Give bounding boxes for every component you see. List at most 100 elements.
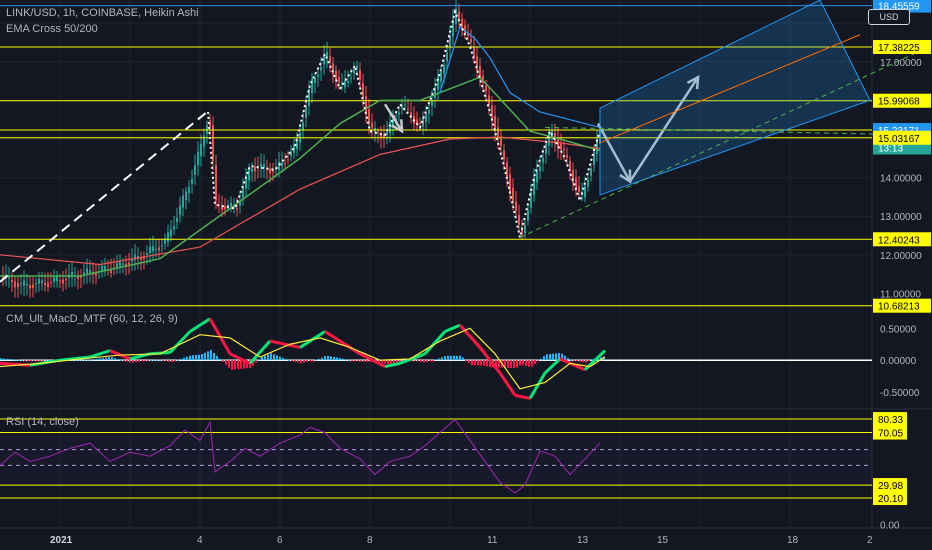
candle-body [377, 132, 379, 134]
macd-legend: CM_Ult_MacD_MTF (60, 12, 26, 9) [6, 313, 178, 325]
candle-body [380, 133, 382, 139]
regression-channel [599, 0, 871, 196]
candle-body [302, 122, 304, 131]
price-label: 15.03167 [878, 134, 920, 145]
macd-bar [141, 360, 143, 362]
candle-body [131, 258, 133, 262]
candle-body [461, 18, 463, 31]
macd-bar [573, 360, 575, 362]
macd-bar [162, 360, 164, 362]
candle-body [149, 246, 151, 254]
macd-bar [108, 357, 110, 361]
macd-bar [117, 359, 119, 361]
macd-bar [288, 360, 290, 362]
candle-body [524, 225, 526, 234]
candle-body [392, 118, 394, 127]
macd-bar [129, 360, 131, 363]
rsi-tick: 0.00 [880, 520, 900, 531]
macd-line [269, 339, 301, 349]
candle-body [545, 144, 547, 154]
macd-bar [159, 359, 161, 361]
macd-bar [555, 353, 557, 361]
macd-bar [189, 355, 191, 361]
macd-bar [177, 359, 179, 361]
macd-bar [582, 360, 584, 363]
macd-bar [366, 360, 368, 362]
candle-body [263, 164, 265, 168]
macd-bar [567, 357, 569, 361]
macd-bar [357, 360, 359, 362]
candle-body [203, 135, 205, 147]
macd-bar [204, 352, 206, 361]
candle-body [176, 217, 178, 222]
candle-body [197, 151, 199, 166]
price-label: 13:13 [878, 143, 903, 154]
macd-bar [390, 360, 392, 364]
candle-body [59, 280, 61, 282]
macd-line [458, 324, 482, 349]
candle-body [224, 205, 226, 210]
projection-arrow [596, 122, 632, 183]
macd-bar [102, 358, 104, 361]
candle-body [572, 169, 574, 183]
rsi-legend: RSI (14, close) [6, 416, 79, 428]
candle-body [470, 39, 472, 43]
macd-bar [471, 360, 473, 366]
candle-body [458, 11, 460, 21]
candle-body [41, 280, 43, 284]
macd-tick: 0.50000 [880, 324, 917, 335]
macd-bar [354, 360, 356, 362]
macd-bar [603, 356, 605, 361]
macd-bar [570, 360, 572, 362]
price-label: 15.99068 [878, 97, 920, 108]
macd-bar [396, 360, 398, 364]
macd-bar [297, 360, 299, 363]
rsi-label-bg [873, 425, 907, 440]
macd-bar [312, 360, 314, 362]
macd-bar [348, 359, 350, 361]
candle-body [518, 214, 520, 225]
rsi-band [0, 432, 872, 486]
candle-body [383, 133, 385, 138]
candle-body [83, 272, 85, 275]
macd-bar [561, 353, 563, 361]
currency-button[interactable]: USD [868, 9, 910, 25]
macd-bar [330, 356, 332, 361]
macd-bar [309, 360, 311, 362]
candle-body [296, 140, 298, 150]
macd-bar [300, 360, 302, 364]
macd-bar [219, 358, 221, 361]
macd-bar [192, 355, 194, 361]
rsi-label: 29.98 [878, 481, 903, 492]
price-label: 10.68213 [878, 302, 920, 313]
macd-bar [78, 359, 80, 361]
macd-bar [495, 360, 497, 368]
macd-bar [549, 354, 551, 361]
macd-bar [84, 359, 86, 361]
candle-body [284, 162, 286, 164]
macd-bar [387, 360, 389, 364]
macd-bar [438, 358, 440, 361]
macd-bar [321, 357, 323, 361]
macd-bar [144, 360, 146, 362]
candle-body [401, 105, 403, 109]
candle-body [404, 104, 406, 106]
macd-bar [453, 355, 455, 361]
time-tick: 13 [577, 535, 589, 546]
candle-body [20, 283, 22, 285]
candle-body [590, 168, 592, 176]
candle-body [443, 64, 445, 74]
macd-bar [426, 360, 428, 363]
candle-body [134, 254, 136, 261]
ema-legend: EMA Cross 50/200 [6, 23, 98, 35]
macd-bar [168, 360, 170, 362]
macd-bar [543, 356, 545, 361]
candle-body [191, 178, 193, 184]
macd-bar [156, 359, 158, 361]
candle-body [320, 66, 322, 71]
macd-bar [447, 355, 449, 361]
macd-bar [147, 360, 149, 362]
candle-body [341, 82, 343, 85]
candle-body [155, 249, 157, 251]
